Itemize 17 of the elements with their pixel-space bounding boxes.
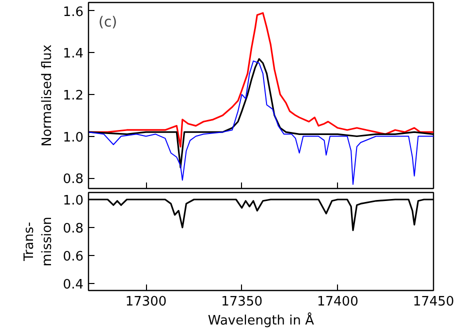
y-tick-label: 1.0 — [62, 194, 84, 208]
y-tick-label: 0.6 — [62, 250, 84, 264]
y-tick-label: 0.8 — [62, 222, 84, 236]
annotation: (c) — [98, 14, 118, 30]
y-tick-label: 0.8 — [62, 172, 84, 188]
y-tick-label: 0.4 — [62, 278, 84, 292]
y-tick-label: 1.0 — [62, 130, 84, 146]
x-tick-label: 17450 — [412, 294, 454, 310]
x-tick-label: 17300 — [125, 294, 167, 310]
y-tick-label: 1.2 — [62, 88, 84, 104]
y-tick-label: 1.4 — [62, 46, 84, 62]
y-tick-label: 1.6 — [62, 4, 84, 20]
x-tick-label: 17350 — [221, 294, 263, 310]
y-axis-title: Normalised flux — [40, 44, 55, 146]
x-tick-label: 17400 — [316, 294, 358, 310]
x-axis-title: Wavelength in Å — [208, 312, 314, 328]
y-axis-title: Trans- mission — [22, 216, 55, 266]
